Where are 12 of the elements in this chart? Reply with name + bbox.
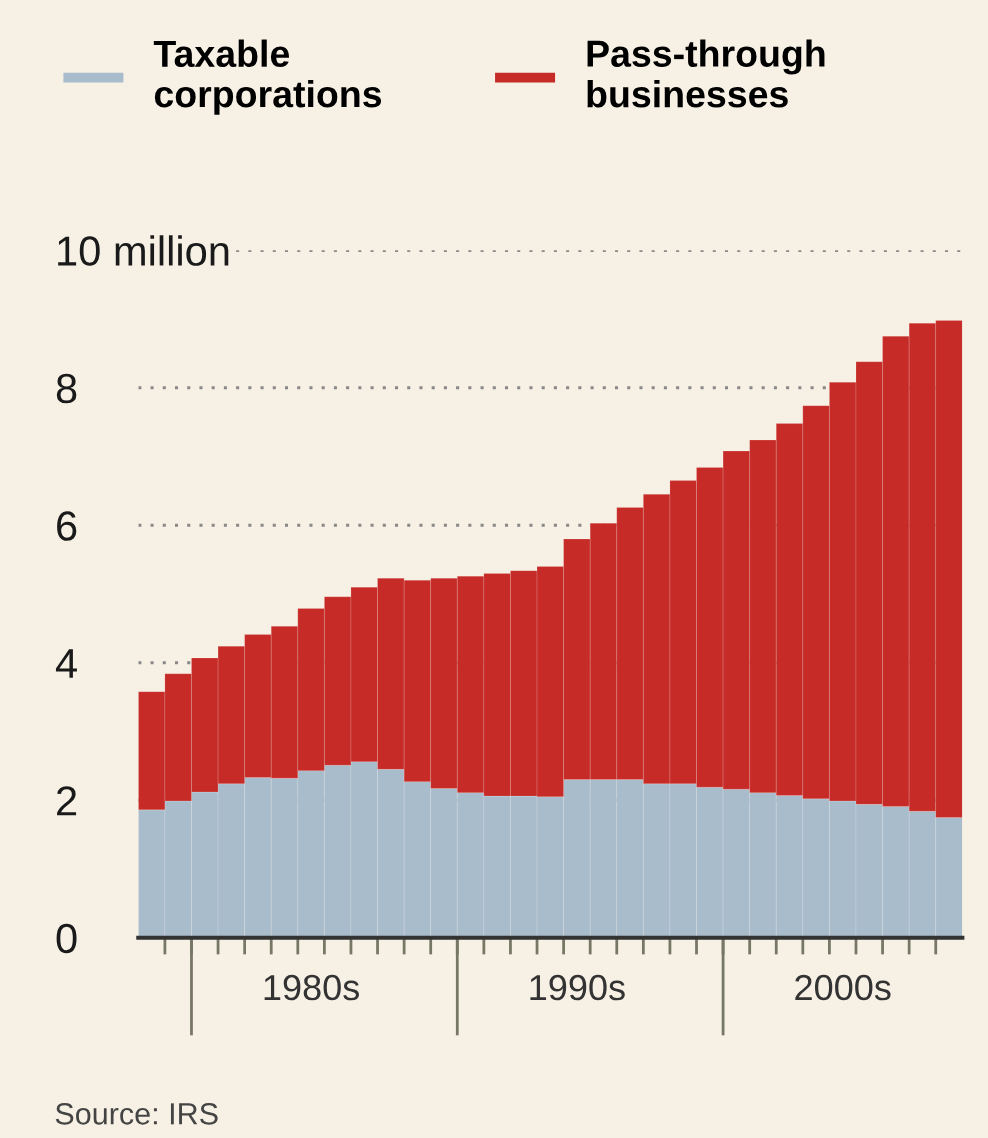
y-tick-label: 2 (57, 786, 77, 816)
legend-label: Taxable corporations (153, 39, 382, 115)
source-note: Source: IRS (55, 1103, 218, 1125)
y-tick-label: 6 (57, 511, 77, 541)
x-tick-label: 1980s (264, 974, 359, 1001)
y-tick-label: 0 (56, 923, 77, 954)
x-tick-label: 1990s (530, 974, 625, 1001)
x-tick-label: 2000s (795, 974, 891, 1001)
y-tick-label: 10 million (58, 235, 229, 266)
y-tick-label: 8 (56, 373, 77, 404)
y-tick-label: 4 (55, 649, 77, 678)
legend-label: Pass-through businesses (587, 39, 825, 108)
